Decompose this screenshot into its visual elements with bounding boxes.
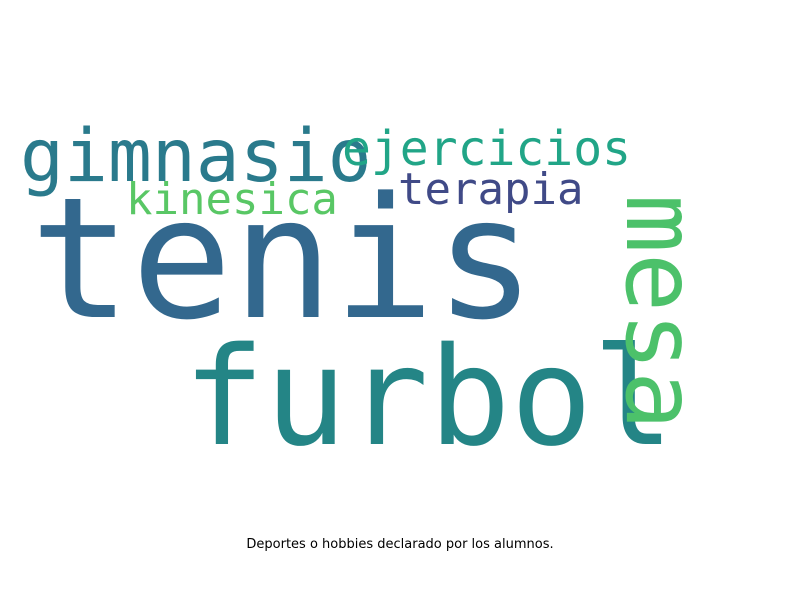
word-tenis: tenis (30, 161, 536, 357)
word-gimnasio: gimnasio (20, 114, 372, 199)
word-mesa: mesa (603, 193, 717, 431)
word-kinesica: kinesica (126, 174, 338, 225)
figure-caption: Deportes o hobbies declarado por los alu… (246, 537, 554, 552)
word-furbol: furbol (183, 319, 675, 477)
word-terapia: terapia (398, 164, 584, 215)
word-ejercicios: ejercicios (342, 121, 631, 177)
